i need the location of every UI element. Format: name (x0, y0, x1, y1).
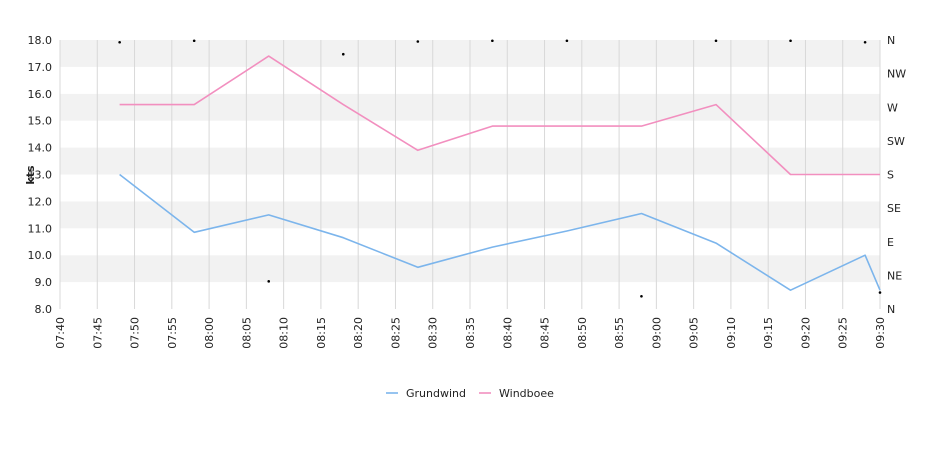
x-tick-label: 08:00 (203, 317, 216, 349)
y-axis-left: 8.0 9.0 10.0 11.0 12.0 13.0 14.0 15.0 16.0 17.0 18… (28, 34, 53, 316)
legend: Grundwind Windboee (386, 387, 554, 400)
direction-point (192, 39, 196, 43)
y-axis-right: N NE E SE S SW W NW N (887, 34, 906, 316)
right-tick-label: NW (887, 68, 906, 81)
direction-point (789, 39, 792, 43)
y-tick-label: 14.0 (28, 142, 53, 155)
right-tick-label: E (887, 236, 894, 249)
x-tick-label: 08:20 (352, 317, 365, 349)
y-tick-label: 12.0 (28, 195, 53, 208)
x-tick-label: 09:10 (725, 317, 738, 349)
x-tick-label: 07:40 (54, 317, 67, 349)
legend-label: Grundwind (406, 387, 466, 400)
right-tick-label: SW (887, 135, 905, 148)
y-tick-label: 18.0 (28, 34, 53, 47)
x-tick-label: 09:20 (799, 317, 812, 349)
y-tick-label: 9.0 (35, 276, 53, 289)
direction-point (341, 52, 345, 56)
x-tick-label: 08:25 (389, 317, 402, 349)
x-tick-label: 08:35 (464, 317, 477, 349)
legend-label: Windboee (499, 387, 554, 400)
direction-point (267, 280, 271, 283)
right-tick-label: N (887, 303, 895, 316)
y-tick-label: 15.0 (28, 115, 53, 128)
series-lines (119, 55, 881, 292)
direction-point (714, 39, 718, 43)
y-axis-title: kts (24, 165, 37, 185)
x-tick-label: 08:10 (278, 317, 291, 349)
direction-point (863, 40, 867, 44)
right-tick-label: SE (887, 202, 901, 215)
y-tick-label: 11.0 (28, 222, 53, 235)
direction-point (118, 40, 121, 44)
x-tick-label: 09:15 (762, 317, 775, 349)
x-tick-label: 09:25 (837, 317, 850, 349)
x-tick-label: 09:00 (650, 317, 663, 349)
y-tick-label: 10.0 (28, 249, 53, 262)
x-tick-label: 08:50 (576, 317, 589, 349)
x-tick-label: 08:15 (315, 317, 328, 349)
right-tick-label: NE (887, 269, 902, 282)
x-tick-label: 08:40 (501, 317, 514, 349)
x-tick-label: 08:55 (613, 317, 626, 349)
direction-points (118, 39, 882, 298)
direction-point (416, 40, 420, 43)
x-tick-label: 08:05 (240, 317, 253, 349)
y-tick-label: 13.0 (28, 169, 53, 182)
direction-point (565, 39, 569, 43)
right-tick-label: W (887, 101, 898, 114)
series-line-windboee (119, 55, 880, 176)
x-tick-label: 07:45 (91, 317, 104, 349)
x-tick-label: 09:30 (874, 317, 887, 349)
x-tick-label: 07:50 (129, 317, 142, 349)
x-tick-label: 09:05 (688, 317, 701, 349)
x-axis: 07:40 07:45 07:50 07:55 08:00 08:05 08:10 08:15… (54, 317, 887, 349)
direction-point (878, 291, 882, 294)
right-tick-label: N (887, 34, 895, 47)
direction-point (640, 294, 643, 298)
y-tick-label: 8.0 (35, 303, 53, 316)
right-tick-label: S (887, 169, 894, 182)
x-tick-label: 08:45 (539, 317, 552, 349)
direction-point (491, 39, 494, 43)
x-tick-label: 08:30 (427, 317, 440, 349)
y-tick-label: 16.0 (28, 88, 53, 101)
series-line-grundwind (119, 173, 881, 292)
y-tick-label: 17.0 (28, 61, 53, 74)
x-tick-label: 07:55 (166, 317, 179, 349)
